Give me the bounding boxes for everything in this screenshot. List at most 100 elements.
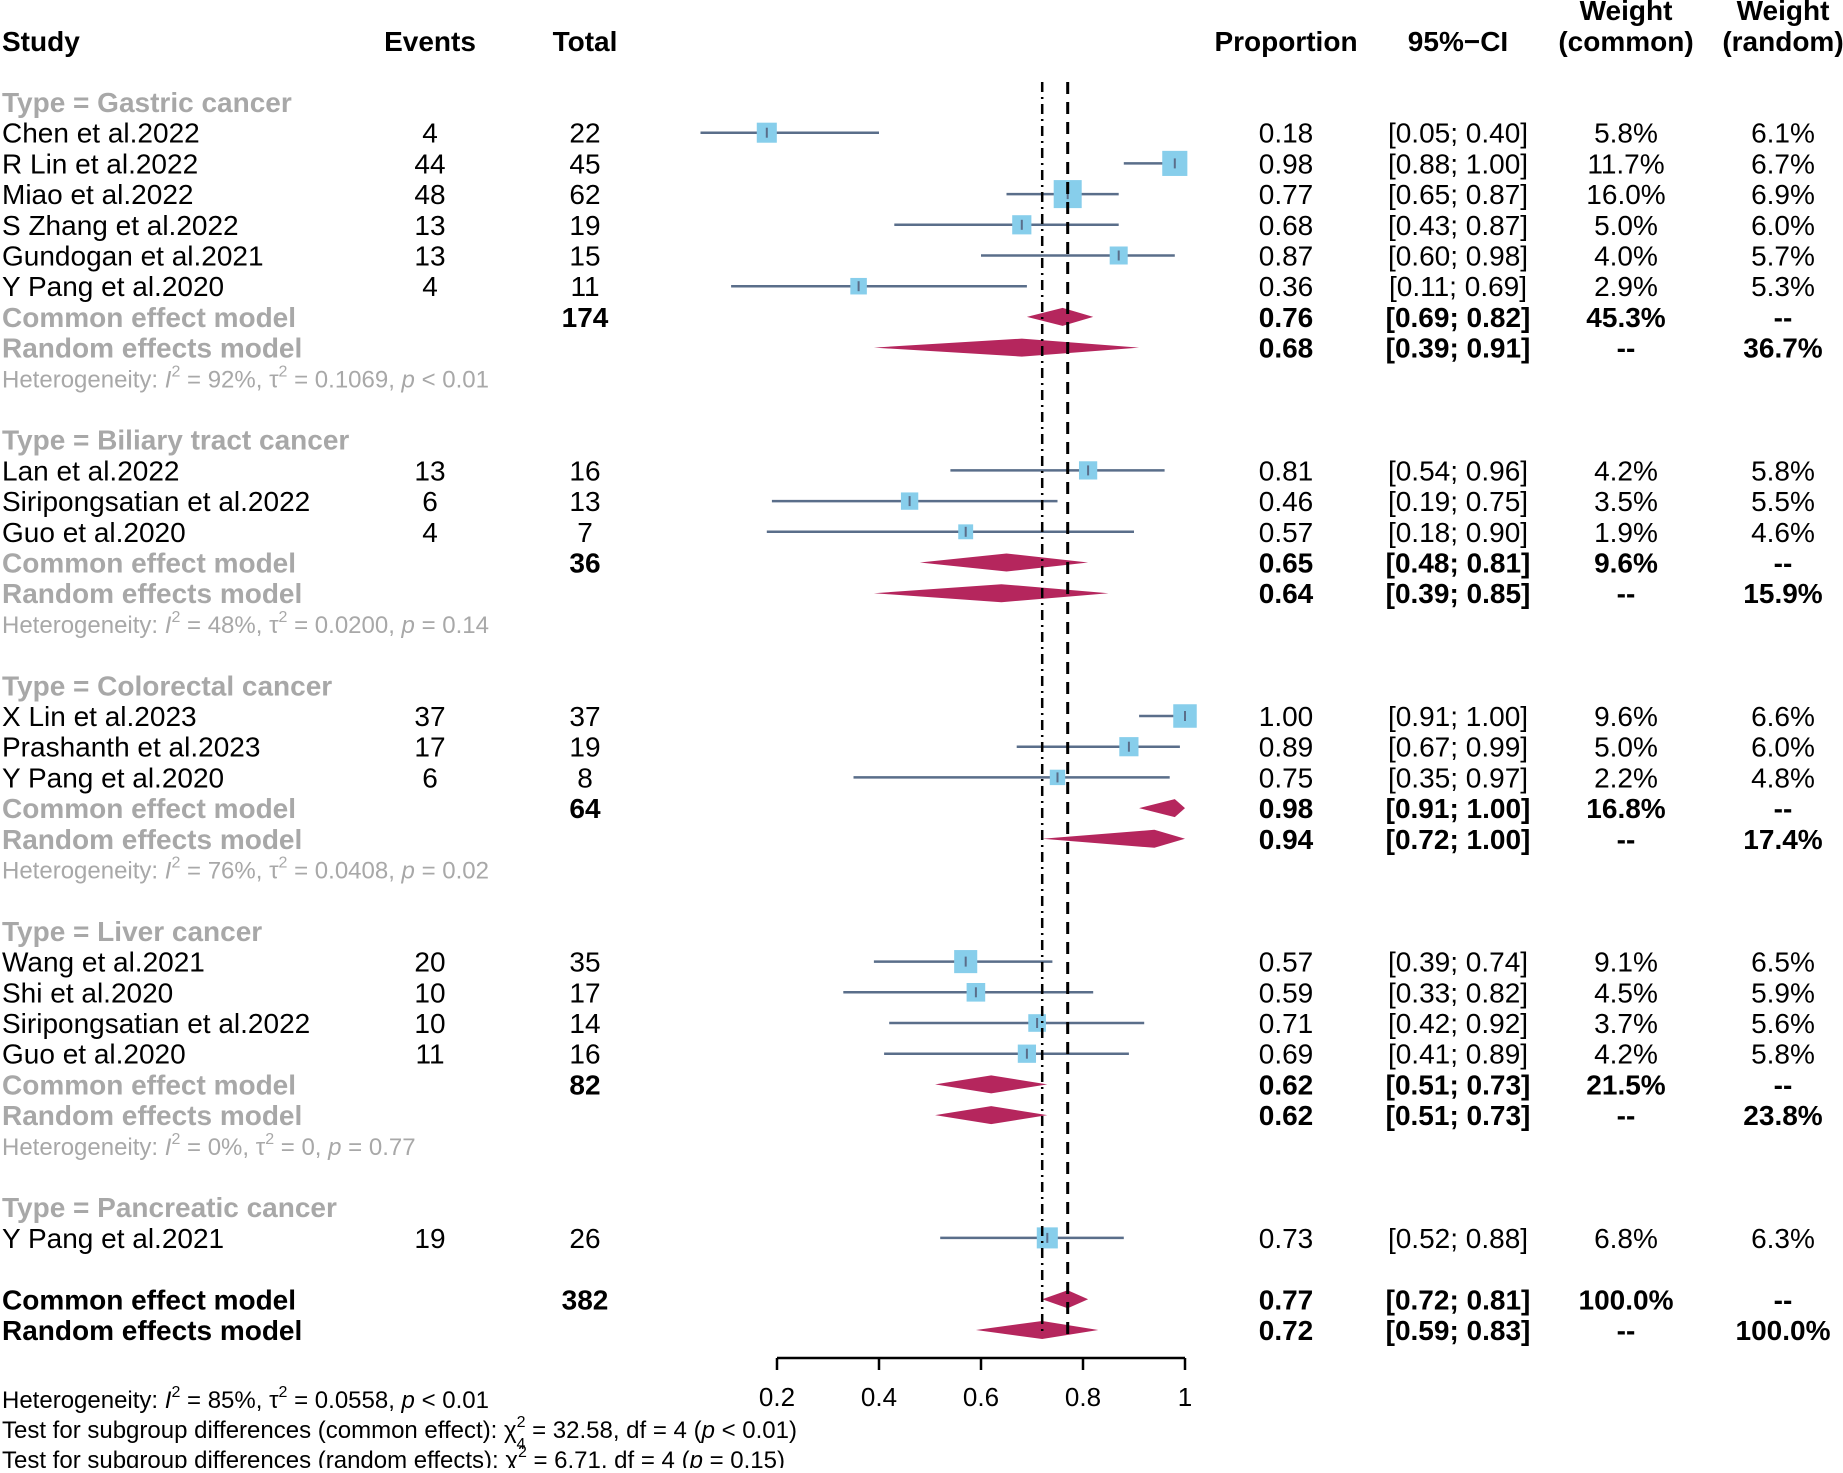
subgroup-random-model-label: Random effects model xyxy=(2,1100,302,1131)
study-weight-random: 4.8% xyxy=(1751,762,1815,793)
subgroup-common-model-total: 174 xyxy=(562,302,609,333)
study-total: 62 xyxy=(569,179,600,210)
study-weight-common: 9.6% xyxy=(1594,701,1658,732)
study-weight-common: 3.5% xyxy=(1594,486,1658,517)
subgroup-heterogeneity: Heterogeneity: I2 = 0%, τ2 = 0, p = 0.77 xyxy=(2,1131,416,1161)
header-ci: 95%−CI xyxy=(1408,26,1508,57)
x-axis-tick-label: 0.6 xyxy=(963,1382,999,1412)
subgroup-difference-test-random: Test for subgroup differences (random ef… xyxy=(2,1444,785,1468)
study-weight-random: 5.6% xyxy=(1751,1008,1815,1039)
study-total: 15 xyxy=(569,241,600,272)
subgroup-common-model-weight-common: 45.3% xyxy=(1586,302,1665,333)
study-proportion: 0.77 xyxy=(1259,179,1314,210)
subgroup-common-model-label: Common effect model xyxy=(2,1069,296,1100)
study-ci: [0.54; 0.96] xyxy=(1388,455,1528,486)
study-ci: [0.41; 0.89] xyxy=(1388,1039,1528,1070)
study-total: 19 xyxy=(569,210,600,241)
subgroup-random-model-diamond xyxy=(873,338,1140,357)
subgroup-common-model-proportion: 0.62 xyxy=(1259,1069,1314,1100)
subgroup-common-model-weight-common: 21.5% xyxy=(1586,1069,1665,1100)
subgroup-random-model-diamond xyxy=(935,1106,1048,1125)
study-ci: [0.19; 0.75] xyxy=(1388,486,1528,517)
study-events: 48 xyxy=(414,179,445,210)
subgroup-common-model-label: Common effect model xyxy=(2,302,296,333)
study-weight-common: 5.0% xyxy=(1594,210,1658,241)
study-weight-random: 6.0% xyxy=(1751,732,1815,763)
study-name: Guo et al.2020 xyxy=(2,517,186,548)
study-weight-common: 5.8% xyxy=(1594,118,1658,149)
subgroup-random-model-label: Random effects model xyxy=(2,824,302,855)
subgroup-common-model-proportion: 0.65 xyxy=(1259,548,1314,579)
x-axis-tick-label: 0.2 xyxy=(759,1382,795,1412)
x-axis-tick-label: 0.4 xyxy=(861,1382,897,1412)
study-proportion: 0.73 xyxy=(1259,1223,1314,1254)
x-axis-tick-label: 1 xyxy=(1178,1382,1192,1412)
study-proportion: 0.87 xyxy=(1259,241,1314,272)
study-total: 16 xyxy=(569,1039,600,1070)
header-weight-common: Weight xyxy=(1580,0,1673,26)
header-total: Total xyxy=(553,26,618,57)
subgroup-random-model-weight-common: -- xyxy=(1617,578,1636,609)
subgroup-random-model-weight-random: 36.7% xyxy=(1743,333,1822,364)
subgroup-random-model-ci: [0.39; 0.85] xyxy=(1386,578,1531,609)
header-weight-random: Weight xyxy=(1737,0,1830,26)
study-weight-common: 3.7% xyxy=(1594,1008,1658,1039)
study-proportion: 0.36 xyxy=(1259,271,1314,302)
study-weight-common: 1.9% xyxy=(1594,517,1658,548)
subgroup-common-model-label: Common effect model xyxy=(2,793,296,824)
study-weight-common: 16.0% xyxy=(1586,179,1665,210)
subgroup-common-model-proportion: 0.76 xyxy=(1259,302,1314,333)
study-weight-common: 4.2% xyxy=(1594,1039,1658,1070)
study-events: 13 xyxy=(414,210,445,241)
study-name: Siripongsatian et al.2022 xyxy=(2,1008,310,1039)
subgroup-heterogeneity: Heterogeneity: I2 = 76%, τ2 = 0.0408, p … xyxy=(2,855,489,885)
study-name: S Zhang et al.2022 xyxy=(2,210,239,241)
study-events: 6 xyxy=(422,486,438,517)
header-events: Events xyxy=(384,26,476,57)
study-weight-common: 2.9% xyxy=(1594,271,1658,302)
study-events: 4 xyxy=(422,118,438,149)
study-name: Miao et al.2022 xyxy=(2,179,193,210)
subgroup-random-model-diamond xyxy=(873,584,1109,603)
study-ci: [0.52; 0.88] xyxy=(1388,1223,1528,1254)
study-weight-random: 5.9% xyxy=(1751,977,1815,1008)
study-weight-random: 5.8% xyxy=(1751,1039,1815,1070)
subgroup-random-model-proportion: 0.64 xyxy=(1259,578,1314,609)
subgroup-random-model-weight-common: -- xyxy=(1617,333,1636,364)
study-total: 16 xyxy=(569,455,600,486)
overall-random-model-proportion: 0.72 xyxy=(1259,1315,1314,1346)
study-events: 10 xyxy=(414,977,445,1008)
study-weight-common: 2.2% xyxy=(1594,762,1658,793)
study-ci: [0.33; 0.82] xyxy=(1388,977,1528,1008)
study-events: 20 xyxy=(414,947,445,978)
study-weight-common: 9.1% xyxy=(1594,947,1658,978)
header-weight-common-sub: (common) xyxy=(1558,26,1693,57)
study-total: 13 xyxy=(569,486,600,517)
study-proportion: 0.75 xyxy=(1259,762,1314,793)
overall-random-model-diamond xyxy=(975,1321,1099,1339)
study-weight-common: 5.0% xyxy=(1594,732,1658,763)
subgroup-random-model-proportion: 0.68 xyxy=(1259,333,1314,364)
study-weight-random: 6.5% xyxy=(1751,947,1815,978)
study-total: 35 xyxy=(569,947,600,978)
study-proportion: 0.71 xyxy=(1259,1008,1314,1039)
study-proportion: 0.68 xyxy=(1259,210,1314,241)
overall-heterogeneity: Heterogeneity: I2 = 85%, τ2 = 0.0558, p … xyxy=(2,1384,489,1414)
study-ci: [0.65; 0.87] xyxy=(1388,179,1528,210)
study-events: 44 xyxy=(414,148,445,179)
subgroup-random-model-weight-random: 23.8% xyxy=(1743,1100,1822,1131)
subgroup-random-model-weight-random: 15.9% xyxy=(1743,578,1822,609)
subgroup-common-model-total: 36 xyxy=(569,548,600,579)
study-proportion: 0.57 xyxy=(1259,517,1314,548)
study-total: 26 xyxy=(569,1223,600,1254)
overall-random-model-label: Random effects model xyxy=(2,1315,302,1346)
study-weight-random: 4.6% xyxy=(1751,517,1815,548)
subgroup-random-model-proportion: 0.62 xyxy=(1259,1100,1314,1131)
study-name: X Lin et al.2023 xyxy=(2,701,197,732)
subgroup-common-model-proportion: 0.98 xyxy=(1259,793,1314,824)
study-events: 17 xyxy=(414,732,445,763)
study-events: 4 xyxy=(422,517,438,548)
subgroup-label: Type = Liver cancer xyxy=(2,916,262,947)
subgroup-common-model-ci: [0.91; 1.00] xyxy=(1386,793,1531,824)
